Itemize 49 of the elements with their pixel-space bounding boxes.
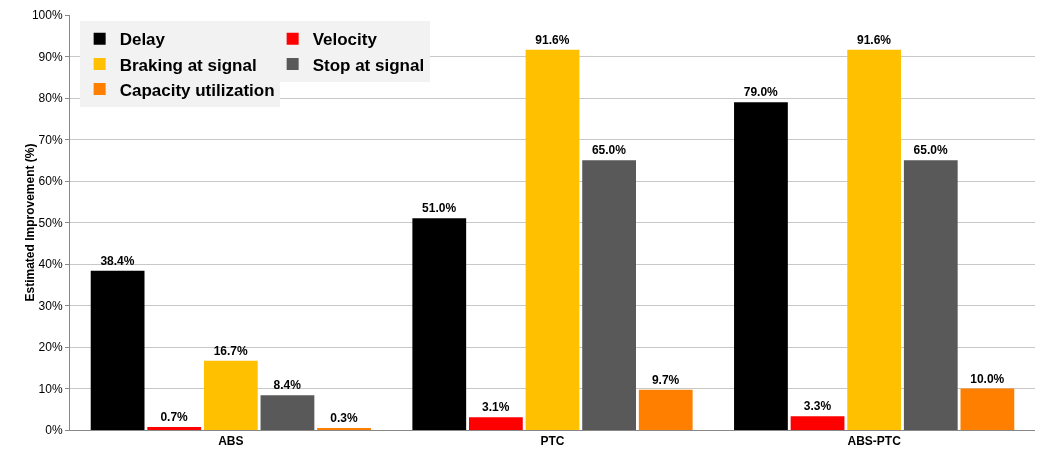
data-label: 79.0% — [743, 85, 779, 100]
legend-label: Stop at signal — [312, 55, 425, 75]
data-label: 65.0% — [913, 143, 948, 158]
y-tick-label: 40% — [38, 257, 63, 272]
y-tick-label: 30% — [38, 298, 63, 313]
x-tick-label: PTC — [540, 434, 565, 449]
data-label: 65.0% — [591, 143, 627, 158]
bar — [960, 388, 1015, 430]
x-tick-label: ABS-PTC — [847, 434, 902, 449]
data-label: 38.4% — [100, 253, 135, 268]
y-tick-label: 10% — [38, 381, 63, 396]
bar — [412, 218, 467, 430]
legend-label: Braking at signal — [119, 55, 257, 75]
y-tick-label: 80% — [38, 91, 63, 106]
data-label: 8.4% — [273, 378, 302, 393]
bar — [847, 49, 902, 430]
bar — [582, 160, 636, 430]
data-label: 0.3% — [330, 411, 358, 425]
bar — [734, 102, 788, 430]
data-label: 9.7% — [651, 372, 680, 387]
y-tick-label: 60% — [38, 174, 63, 189]
data-label: 3.1% — [482, 400, 510, 415]
legend-label: Capacity utilization — [119, 80, 275, 100]
bar — [147, 427, 202, 430]
legend-label: Velocity — [312, 30, 378, 50]
bar — [90, 270, 145, 430]
bar — [260, 395, 315, 430]
bar — [638, 389, 693, 430]
data-label: 0.7% — [160, 410, 189, 425]
data-label: 10.0% — [970, 371, 1005, 386]
y-tick-label: 0% — [45, 423, 63, 438]
y-tick-label: 70% — [38, 132, 63, 147]
y-tick-label: 90% — [38, 49, 63, 64]
y-tick-label: 20% — [38, 340, 63, 355]
data-label: 3.3% — [803, 399, 832, 414]
data-label: 91.6% — [856, 32, 892, 47]
y-tick-label: 100% — [31, 8, 63, 23]
data-label: 91.6% — [535, 32, 570, 47]
bar — [469, 417, 523, 430]
data-label: 51.0% — [422, 201, 457, 216]
legend-label: Delay — [119, 30, 166, 50]
bar — [525, 49, 580, 430]
bar — [903, 160, 958, 430]
x-tick-label: ABS — [218, 434, 244, 449]
bar — [203, 360, 258, 430]
y-tick-label: 50% — [38, 215, 63, 230]
bar — [790, 416, 845, 430]
y-axis-title: Estimated Improvement (%) — [22, 143, 37, 302]
data-label: 16.7% — [213, 343, 249, 358]
